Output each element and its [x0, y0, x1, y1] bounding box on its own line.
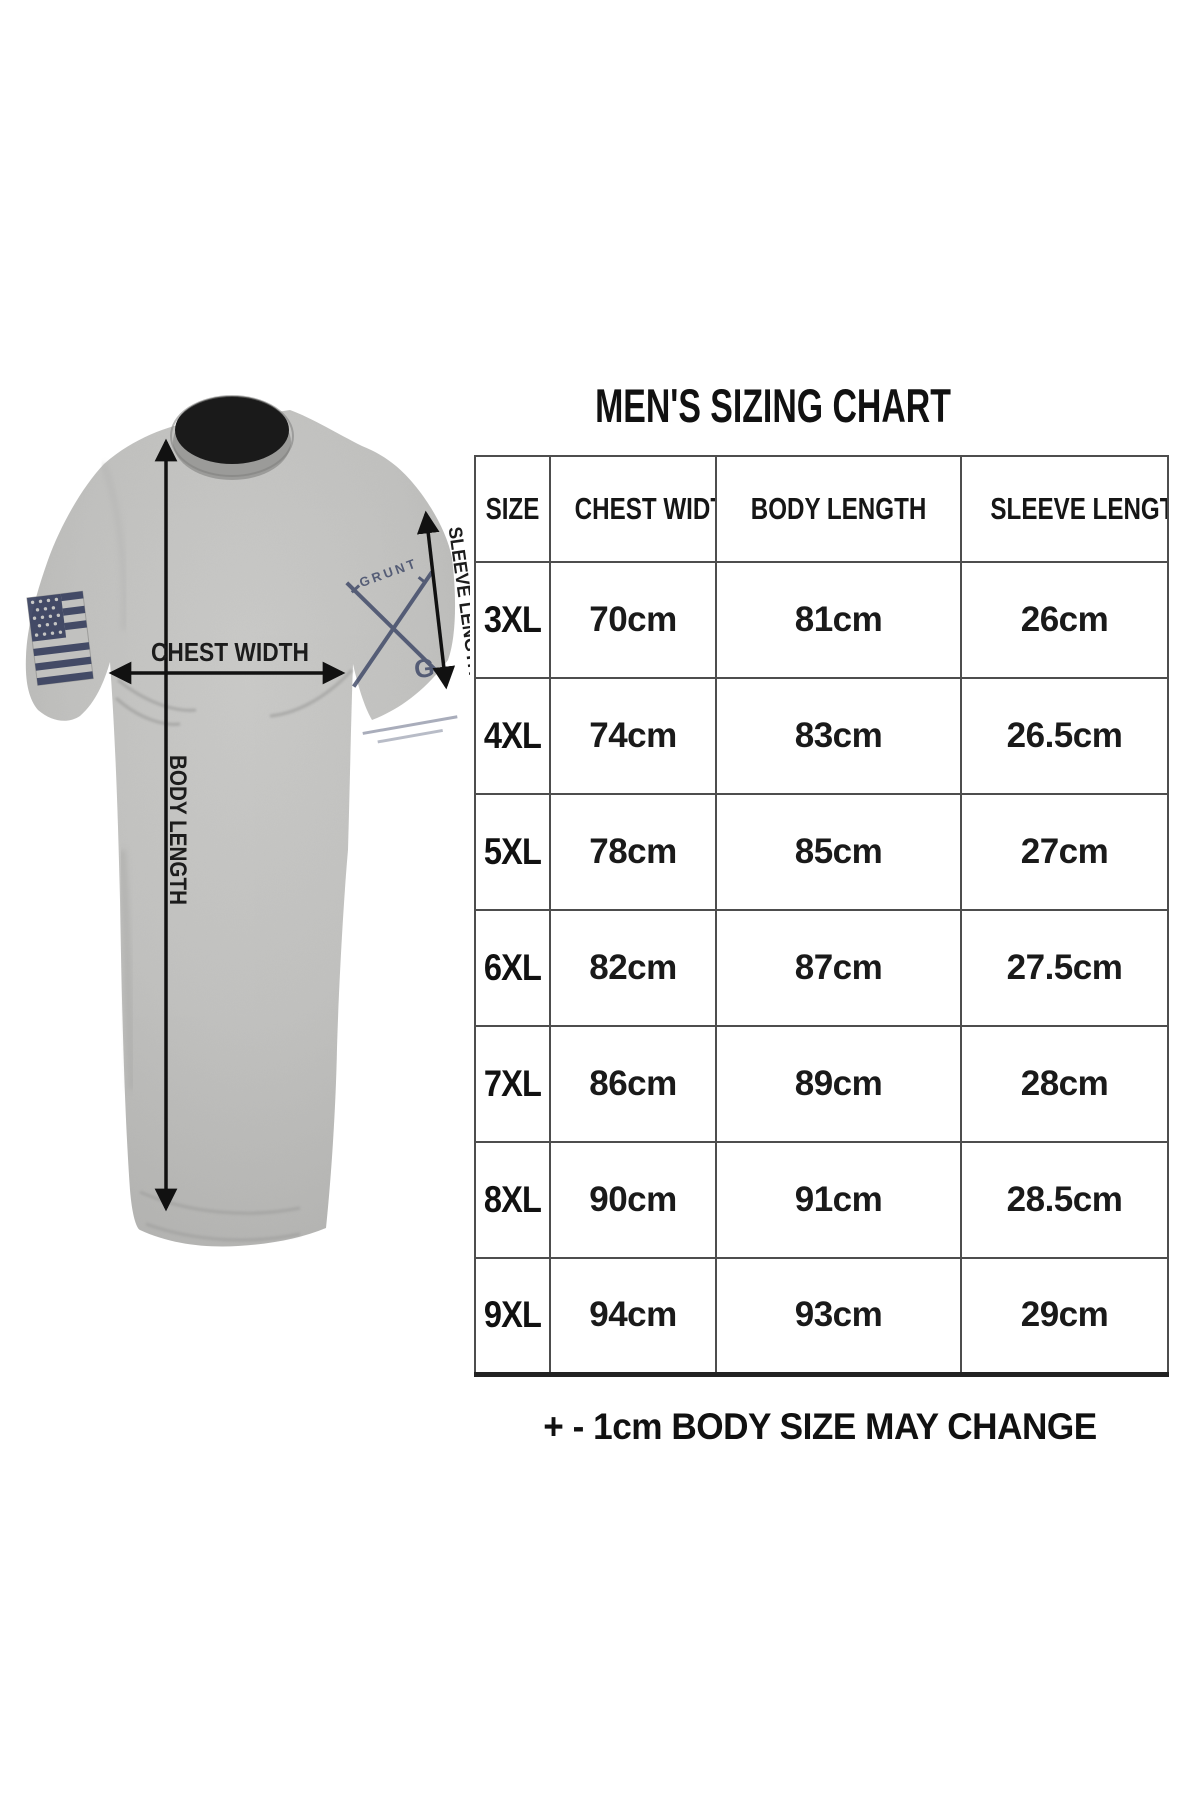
body-length-value: 89cm: [794, 1064, 883, 1103]
body-length-value: 83cm: [794, 716, 883, 755]
value-cell: 83cm: [715, 677, 962, 795]
measurement-annotations: CHEST WIDTH BODY LENGTH SLEEVE LENGTH: [108, 438, 485, 1212]
sleeve-length-value: 26cm: [1020, 600, 1109, 639]
tshirt-measurement-figure: GRUNT G CHEST WIDTH BODY LENGTH SLEEVE L…: [0, 330, 485, 1280]
chest-width-value: 94cm: [589, 1295, 677, 1335]
body-length-value: 93cm: [794, 1295, 883, 1335]
tshirt-diagram: GRUNT G CHEST WIDTH BODY LENGTH SLEEVE L…: [25, 395, 485, 1247]
value-cell: 28cm: [960, 1025, 1169, 1143]
body-length-value: 85cm: [794, 832, 883, 871]
sizing-table: SIZE CHEST WIDTH BODY LENGTH SLEEVE LENG…: [474, 455, 1169, 1377]
chest-width-label: CHEST WIDTH: [151, 637, 309, 667]
collar-graphic: [170, 395, 294, 480]
size-cell: 4XL: [474, 677, 551, 795]
sleeve-length-value: 27cm: [1020, 832, 1109, 871]
value-cell: 94cm: [549, 1257, 717, 1375]
chest-width-value: 90cm: [589, 1180, 677, 1219]
value-cell: 28.5cm: [960, 1141, 1169, 1259]
sleeve-length-value: 27.5cm: [1006, 948, 1123, 987]
body-length-value: 87cm: [794, 948, 883, 987]
value-cell: 91cm: [715, 1141, 962, 1259]
body-length-value: 81cm: [794, 600, 883, 639]
size-cell: 5XL: [474, 793, 551, 911]
page-title: MEN'S SIZING CHART: [595, 379, 951, 432]
body-length-label: BODY LENGTH: [164, 755, 191, 905]
value-cell: 90cm: [549, 1141, 717, 1259]
sleeve-length-value: 28.5cm: [1006, 1180, 1123, 1219]
size-value: 3XL: [483, 599, 542, 640]
column-header-label: BODY LENGTH: [750, 491, 927, 526]
value-cell: 85cm: [715, 793, 962, 911]
chest-width-value: 82cm: [589, 948, 677, 987]
value-cell: 70cm: [549, 561, 717, 679]
size-value: 8XL: [483, 1179, 542, 1220]
size-value: 7XL: [483, 1063, 542, 1104]
size-cell: 7XL: [474, 1025, 551, 1143]
table-row: 5XL 78cm 85cm 27cm: [474, 793, 1169, 911]
logo-monogram: G: [413, 652, 436, 684]
value-cell: 27.5cm: [960, 909, 1169, 1027]
tolerance-note: + - 1cm BODY SIZE MAY CHANGE: [543, 1406, 1097, 1447]
column-header-body-length: BODY LENGTH: [715, 455, 962, 563]
size-cell: 9XL: [474, 1257, 551, 1375]
sleeve-length-value: 29cm: [1020, 1295, 1109, 1335]
tshirt-graphic: GRUNT G: [25, 395, 458, 1247]
us-flag-graphic: [26, 590, 94, 686]
column-header-label: SIZE: [485, 491, 540, 526]
size-value: 6XL: [483, 947, 542, 988]
value-cell: 93cm: [715, 1257, 962, 1375]
chest-width-value: 86cm: [589, 1064, 677, 1103]
value-cell: 87cm: [715, 909, 962, 1027]
chest-width-value: 70cm: [589, 600, 677, 639]
value-cell: 89cm: [715, 1025, 962, 1143]
table-row: 7XL 86cm 89cm 28cm: [474, 1025, 1169, 1143]
size-value: 5XL: [483, 831, 542, 872]
value-cell: 26.5cm: [960, 677, 1169, 795]
table-row: 4XL 74cm 83cm 26.5cm: [474, 677, 1169, 795]
value-cell: 82cm: [549, 909, 717, 1027]
size-cell: 3XL: [474, 561, 551, 679]
chest-width-value: 74cm: [589, 716, 677, 755]
value-cell: 78cm: [549, 793, 717, 911]
chest-width-value: 78cm: [589, 832, 677, 871]
size-value: 4XL: [483, 715, 542, 756]
sleeve-length-value: 26.5cm: [1006, 716, 1123, 755]
column-header-chest-width: CHEST WIDTH: [549, 455, 717, 563]
value-cell: 74cm: [549, 677, 717, 795]
column-header-label: CHEST WIDTH: [574, 491, 714, 526]
sleeve-length-value: 28cm: [1020, 1064, 1109, 1103]
value-cell: 26cm: [960, 561, 1169, 679]
value-cell: 86cm: [549, 1025, 717, 1143]
table-row: 9XL 94cm 93cm 29cm: [474, 1257, 1169, 1375]
body-length-value: 91cm: [794, 1180, 883, 1219]
column-header-sleeve-length: SLEEVE LENGTH: [960, 455, 1169, 563]
table-row: 3XL 70cm 81cm 26cm: [474, 561, 1169, 679]
value-cell: 27cm: [960, 793, 1169, 911]
value-cell: 81cm: [715, 561, 962, 679]
table-row: 6XL 82cm 87cm 27.5cm: [474, 909, 1169, 1027]
column-header-size: SIZE: [474, 455, 551, 563]
size-cell: 8XL: [474, 1141, 551, 1259]
table-row: 8XL 90cm 91cm 28.5cm: [474, 1141, 1169, 1259]
column-header-label: SLEEVE LENGTH: [990, 491, 1166, 526]
sleeve-length-arrow: [416, 510, 456, 690]
value-cell: 29cm: [960, 1257, 1169, 1375]
size-value: 9XL: [483, 1294, 542, 1336]
size-cell: 6XL: [474, 909, 551, 1027]
table-header-row: SIZE CHEST WIDTH BODY LENGTH SLEEVE LENG…: [474, 455, 1169, 563]
